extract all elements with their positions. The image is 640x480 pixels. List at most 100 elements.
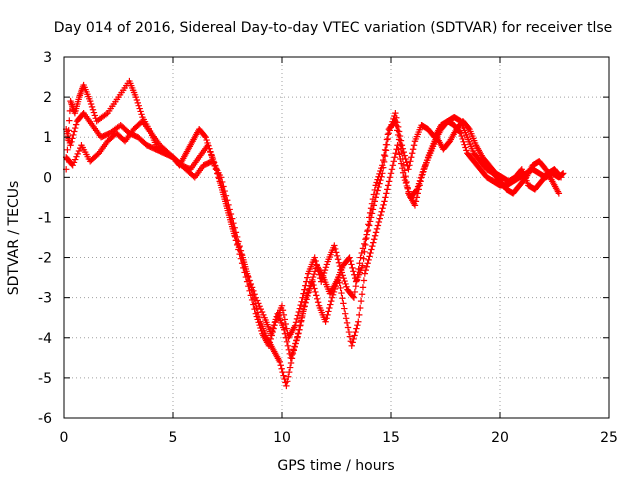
- data-point: [398, 150, 406, 157]
- data-point: [384, 182, 392, 189]
- data-point: [70, 131, 77, 139]
- data-point: [298, 314, 306, 321]
- y-tick-label: 2: [43, 90, 52, 106]
- data-point: [70, 159, 78, 166]
- data-point: [416, 182, 423, 189]
- data-point: [351, 332, 358, 339]
- data-point: [245, 273, 252, 281]
- data-point: [346, 254, 353, 261]
- data-point: [284, 378, 291, 385]
- data-point: [364, 226, 372, 234]
- data-point: [361, 248, 368, 256]
- x-axis-label: GPS time / hours: [277, 458, 394, 474]
- data-point: [294, 330, 302, 337]
- data-point: [232, 229, 240, 236]
- data-point: [380, 201, 387, 209]
- data-point: [422, 159, 430, 167]
- data-point: [359, 262, 366, 269]
- data-point: [387, 170, 395, 177]
- data-point: [313, 292, 320, 299]
- y-tick-label: -6: [38, 411, 52, 427]
- chart-title: Day 014 of 2016, Sidereal Day-to-day VTE…: [54, 20, 613, 36]
- data-point: [408, 154, 415, 161]
- data-point: [365, 221, 372, 228]
- data-point: [225, 201, 232, 209]
- data-point: [242, 265, 250, 273]
- x-tick-label: 20: [491, 430, 509, 446]
- data-point: [391, 154, 398, 161]
- data-point: [243, 270, 251, 277]
- x-tick-label: 25: [600, 430, 618, 446]
- data-point: [287, 354, 294, 362]
- data-point: [272, 316, 279, 323]
- data-point: [404, 184, 411, 191]
- data-point: [388, 166, 396, 173]
- data-point: [238, 252, 246, 259]
- data-point: [213, 166, 220, 173]
- data-point: [277, 362, 284, 369]
- data-point: [253, 297, 261, 304]
- data-point: [132, 93, 140, 101]
- data-point: [373, 179, 380, 186]
- data-point: [233, 233, 241, 241]
- data-point: [343, 319, 351, 327]
- data-point: [375, 218, 383, 226]
- data-point: [381, 152, 389, 160]
- data-point: [260, 311, 267, 319]
- data-point: [285, 368, 293, 376]
- data-point: [390, 158, 398, 165]
- x-tick-label: 15: [382, 430, 400, 446]
- data-point: [380, 151, 388, 159]
- data-point: [250, 287, 257, 294]
- data-point: [366, 209, 374, 217]
- data-point: [381, 198, 388, 205]
- data-point: [285, 373, 292, 380]
- data-point: [302, 299, 309, 307]
- data-point: [208, 152, 215, 159]
- data-point: [356, 304, 364, 312]
- data-point: [368, 246, 375, 253]
- data-point: [304, 292, 311, 300]
- data-point: [397, 145, 405, 152]
- data-point: [399, 155, 407, 163]
- data-point: [227, 210, 235, 218]
- data-point: [313, 295, 321, 303]
- data-point: [363, 263, 370, 270]
- data-point: [251, 291, 258, 298]
- data-point: [391, 119, 398, 126]
- data-point: [376, 170, 383, 178]
- data-point: [359, 284, 367, 291]
- data-point: [204, 142, 212, 149]
- data-point: [290, 346, 297, 353]
- data-point: [360, 255, 367, 262]
- data-point: [71, 128, 78, 135]
- data-point: [74, 150, 81, 158]
- data-point: [348, 342, 355, 349]
- data-point: [255, 300, 262, 307]
- data-point: [306, 285, 313, 293]
- data-point: [392, 109, 399, 117]
- data-point: [252, 294, 260, 301]
- data-point: [280, 326, 288, 333]
- data-point: [420, 168, 427, 175]
- data-point: [69, 135, 76, 142]
- data-point: [371, 232, 379, 239]
- data-point: [333, 252, 341, 260]
- data-point: [379, 162, 386, 169]
- data-point: [403, 178, 410, 186]
- data-point: [350, 294, 358, 301]
- data-point: [228, 215, 236, 222]
- data-point: [389, 162, 397, 169]
- data-point: [133, 96, 141, 104]
- data-point: [230, 219, 237, 227]
- data-point: [331, 242, 338, 249]
- data-point: [381, 146, 389, 154]
- data-point: [303, 278, 310, 285]
- data-point: [463, 147, 470, 154]
- data-point: [308, 279, 315, 286]
- data-point: [421, 165, 428, 172]
- data-point: [271, 319, 279, 326]
- data-point: [363, 234, 370, 242]
- data-point: [291, 343, 298, 350]
- data-point: [342, 315, 350, 322]
